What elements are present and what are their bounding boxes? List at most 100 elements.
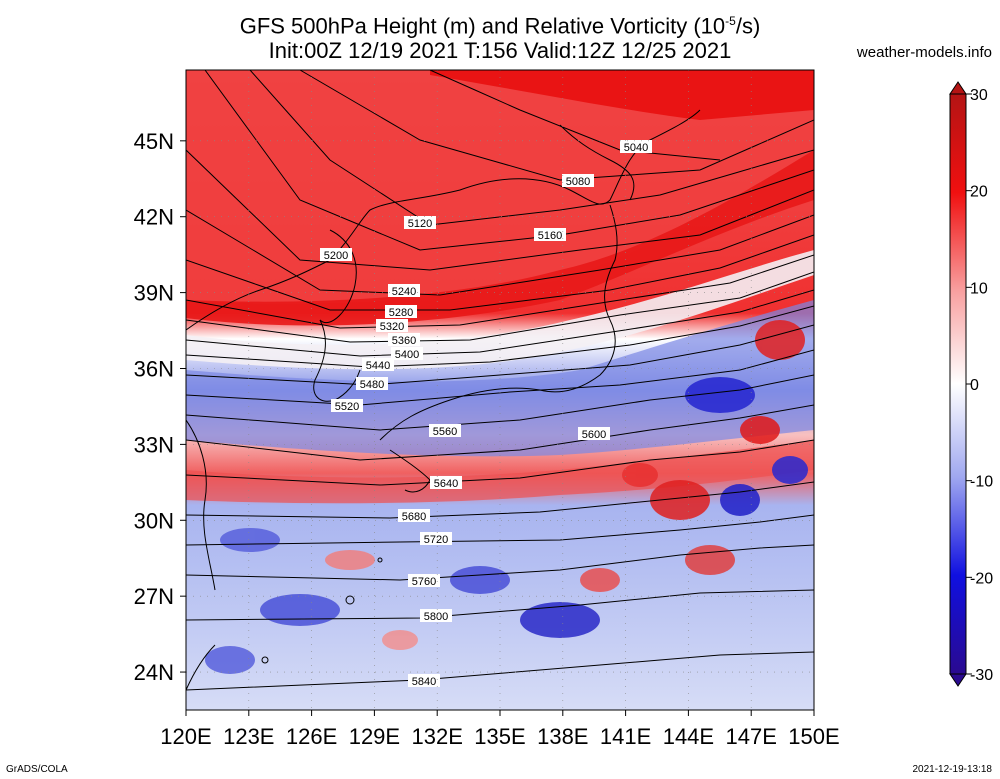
contour-label-bg — [356, 377, 388, 390]
contour-label-bg — [534, 228, 566, 241]
y-tick-label: 39N — [134, 281, 174, 306]
height-contours — [186, 70, 814, 691]
contour-label-5080: 5080 — [566, 176, 590, 188]
contour-label-5360: 5360 — [392, 335, 416, 347]
contour-label-5440: 5440 — [366, 360, 390, 372]
contour-label-5120: 5120 — [408, 218, 432, 230]
x-tick-label: 132E — [412, 724, 463, 749]
contour-line-5480 — [186, 324, 814, 386]
contour-line-5240 — [186, 209, 814, 296]
contour-label-bg — [562, 174, 594, 187]
x-tick-label: 150E — [788, 724, 839, 749]
contour-label-bg — [420, 532, 452, 545]
contour-label-bg — [362, 358, 394, 371]
y-tick-label: 42N — [134, 205, 174, 230]
contour-line-5120 — [249, 70, 814, 226]
colorbar-top-arrow — [949, 81, 967, 95]
contour-line-5440 — [186, 305, 814, 368]
footer-software: GrADS/COLA — [6, 764, 68, 775]
x-tick-label: 123E — [223, 724, 274, 749]
contour-line-5080 — [299, 70, 814, 181]
coastlines — [186, 109, 701, 691]
contour-label-5040: 5040 — [624, 142, 648, 154]
colorbar-label: 10 — [970, 280, 988, 297]
title-text-end: /s) — [735, 13, 761, 39]
contour-label-5560: 5560 — [433, 426, 457, 438]
contour-label-5320: 5320 — [380, 321, 404, 333]
contour-line-5560 — [186, 374, 814, 431]
y-tick-label: 30N — [134, 508, 174, 533]
contour-label-bg — [391, 347, 423, 360]
colorbar-bar — [949, 93, 967, 675]
x-tick-label: 141E — [600, 724, 651, 749]
contour-label-5800: 5800 — [424, 611, 448, 623]
chart-title-line2: Init:00Z 12/19 2021 T:156 Valid:12Z 12/2… — [268, 38, 732, 63]
contour-label-bg — [578, 427, 610, 440]
y-tick-label: 24N — [134, 660, 174, 685]
chart-title-line1: GFS 500hPa Height (m) and Relative Vorti… — [0, 8, 1000, 39]
x-tick-label: 129E — [349, 724, 400, 749]
y-tick-label: 36N — [134, 356, 174, 381]
y-tick-label: 45N — [134, 129, 174, 154]
colorbar-bottom-arrow — [949, 673, 967, 687]
contour-line-5160 — [204, 70, 814, 251]
contour-line-5040 — [429, 70, 721, 161]
contour-label-5520: 5520 — [335, 401, 359, 413]
colorbar-label: -10 — [970, 474, 993, 491]
contour-line-5640 — [186, 439, 814, 486]
site-name: weather-models.info — [856, 44, 992, 61]
contour-label-5680: 5680 — [402, 511, 426, 523]
contour-label-bg — [420, 609, 452, 622]
title-exponent: -5 — [725, 14, 736, 28]
contour-line-5760 — [186, 544, 814, 581]
contour-label-5240: 5240 — [392, 286, 416, 298]
contour-line-5400 — [186, 289, 814, 357]
contour-line-5600 — [186, 404, 814, 461]
contour-label-bg — [320, 248, 352, 261]
x-tick-label: 120E — [160, 724, 211, 749]
contour-line-5680 — [186, 481, 814, 519]
x-tick-label: 147E — [726, 724, 777, 749]
contour-label-5480: 5480 — [360, 379, 384, 391]
contour-label-bg — [404, 216, 436, 229]
footer-timestamp: 2021-12-19-13:18 — [912, 764, 992, 775]
y-tick-label: 27N — [134, 584, 174, 609]
contour-label-bg — [385, 305, 417, 318]
contour-line-5320 — [186, 254, 814, 329]
contour-label-5280: 5280 — [389, 307, 413, 319]
colorbar-label: 0 — [970, 377, 979, 394]
contour-label-bg — [620, 140, 652, 153]
y-tick-label: 33N — [134, 432, 174, 457]
contour-line-5720 — [186, 514, 814, 546]
contour-label-bg — [388, 284, 420, 297]
contour-line-5360 — [186, 271, 814, 343]
contour-label-5720: 5720 — [424, 534, 448, 546]
colorbar-label: -20 — [970, 570, 993, 587]
contour-label-5640: 5640 — [434, 478, 458, 490]
contour-line-5840 — [186, 651, 814, 691]
contour-label-bg — [388, 333, 420, 346]
colorbar-label: -30 — [970, 667, 993, 684]
contour-label-bg — [398, 509, 430, 522]
contour-line-5200 — [186, 149, 814, 271]
x-axis: 120E 123E 126E 129E 132E 135E 138E 141E 144E 147E… — [160, 710, 840, 749]
contour-label-bg — [376, 319, 408, 332]
contour-label-5600: 5600 — [582, 429, 606, 441]
contour-label-bg — [408, 574, 440, 587]
x-tick-label: 138E — [537, 724, 588, 749]
contour-label-5760: 5760 — [412, 576, 436, 588]
x-tick-label: 126E — [286, 724, 337, 749]
contour-label-5200: 5200 — [324, 250, 348, 262]
contour-label-bg — [331, 399, 363, 412]
contour-line-5280 — [186, 234, 814, 311]
x-tick-label: 144E — [663, 724, 714, 749]
contour-label-bg — [408, 674, 440, 687]
contour-line-5800 — [186, 589, 814, 621]
contour-label-5160: 5160 — [538, 230, 562, 242]
contour-labels: 5040 5080 5120 5160 5200 5240 5280 5320 5360 5400… — [320, 140, 652, 688]
x-tick-label: 135E — [474, 724, 525, 749]
contour-label-bg — [430, 476, 462, 489]
colorbar-label: 20 — [970, 184, 988, 201]
colorbar: 30 20 10 0 -10 -20 -30 — [949, 81, 993, 687]
vorticity-field — [186, 70, 814, 710]
